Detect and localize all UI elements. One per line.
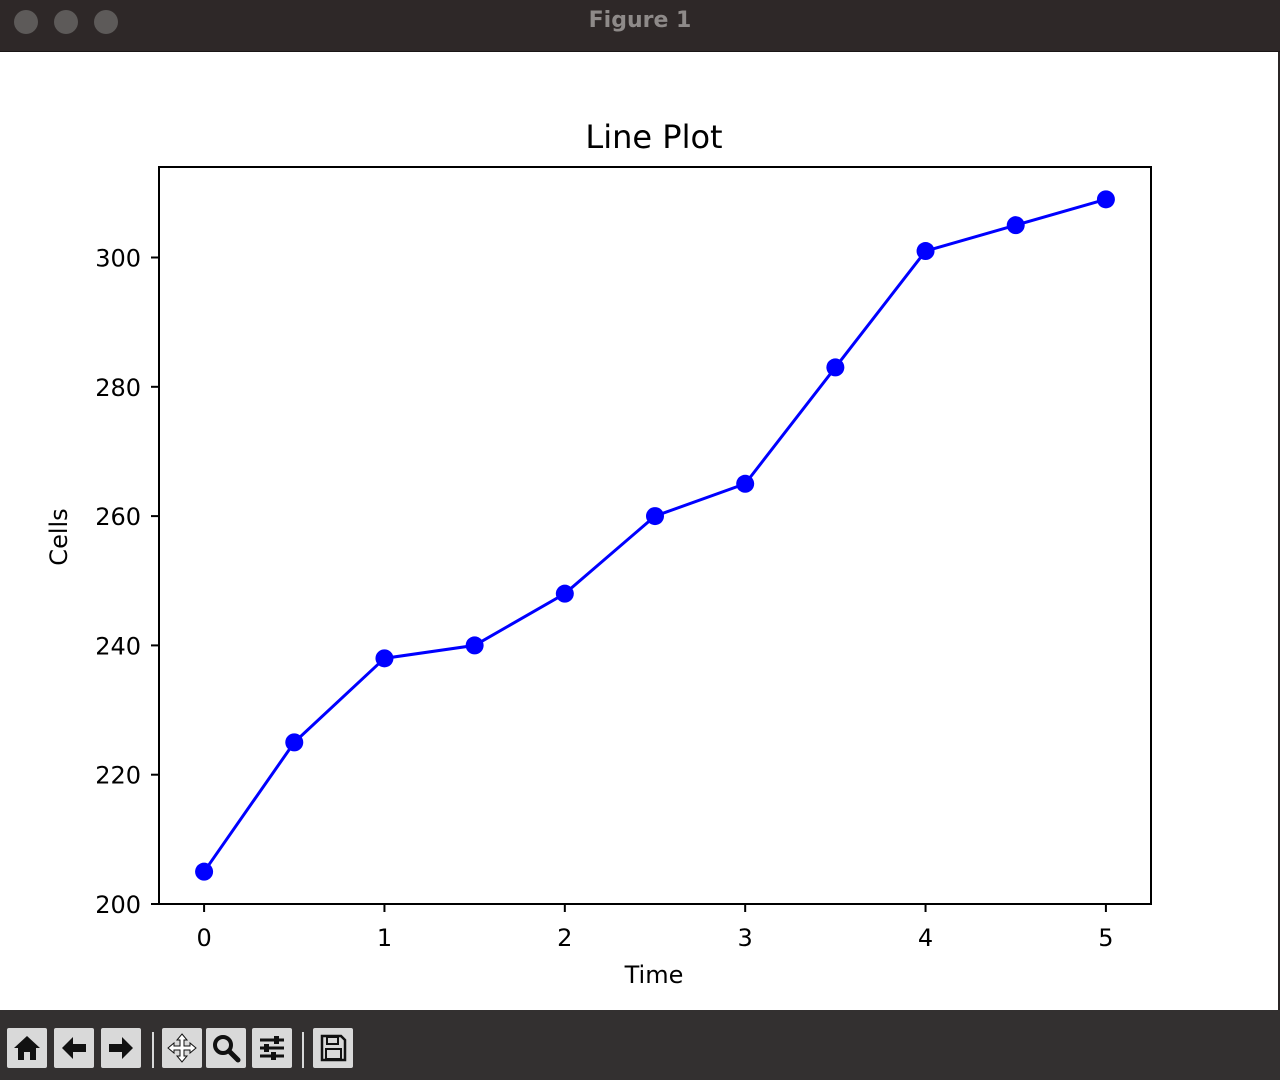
data-point-marker (916, 242, 935, 261)
x-tick-label: 4 (918, 924, 933, 952)
chart-title: Line Plot (585, 118, 722, 156)
data-point-marker (826, 358, 845, 377)
navigation-toolbar (0, 1010, 1280, 1080)
home-icon (14, 1036, 40, 1060)
series-markers (195, 190, 1115, 881)
data-point-marker (465, 636, 484, 655)
x-axis: 0 1 2 3 4 5 (196, 904, 1114, 952)
x-tick-label: 2 (557, 924, 572, 952)
data-point-marker (375, 649, 394, 668)
data-point-marker (1006, 216, 1025, 235)
y-tick-label: 280 (95, 374, 141, 402)
series-line (202, 197, 1107, 873)
close-window-button[interactable] (14, 10, 38, 34)
configure-subplots-icon (260, 1036, 284, 1060)
pan-button[interactable] (162, 1028, 202, 1068)
y-tick-label: 240 (95, 632, 141, 660)
forward-arrow-icon (109, 1037, 133, 1059)
x-tick-label: 5 (1098, 924, 1113, 952)
back-button[interactable] (54, 1028, 94, 1068)
data-point-marker (285, 733, 304, 752)
data-point-marker (646, 507, 664, 526)
x-tick-label: 3 (738, 924, 753, 952)
y-tick-label: 200 (95, 891, 141, 919)
back-arrow-icon (62, 1037, 86, 1059)
series-line-group (202, 197, 1107, 873)
data-point-marker (736, 474, 755, 493)
configure-subplots-button[interactable] (252, 1028, 292, 1068)
forward-button[interactable] (101, 1028, 141, 1068)
y-tick-label: 300 (95, 245, 141, 273)
toolbar-separator (302, 1032, 304, 1068)
y-tick-label: 220 (95, 762, 141, 790)
toolbar-separator (152, 1032, 154, 1068)
data-point-marker (195, 862, 214, 881)
window-title: Figure 1 (588, 8, 692, 33)
save-icon (320, 1034, 347, 1062)
axes-frame (158, 166, 1152, 905)
y-axis: 200 220 240 260 280 300 (95, 245, 159, 919)
home-button[interactable] (7, 1028, 47, 1068)
pan-icon (167, 1033, 197, 1063)
y-tick-label: 260 (95, 503, 141, 531)
x-axis-label: Time (624, 961, 684, 989)
zoom-button[interactable] (206, 1028, 246, 1068)
figure-canvas: Line Plot 200 220 240 260 280 300 0 1 2 3 4 5 Time… (0, 52, 1278, 1010)
window-titlebar: Figure 1 (0, 0, 1280, 52)
maximize-window-button[interactable] (94, 10, 118, 34)
y-axis-label: Cells (45, 508, 73, 565)
x-tick-label: 1 (377, 924, 392, 952)
save-button[interactable] (313, 1028, 353, 1068)
minimize-window-button[interactable] (54, 10, 78, 34)
zoom-icon (213, 1035, 241, 1063)
x-tick-label: 0 (196, 924, 211, 952)
line-chart: Line Plot 200 220 240 260 280 300 0 1 2 3 4 5 Time… (45, 118, 1152, 989)
data-point-marker (1096, 190, 1115, 209)
data-point-marker (555, 584, 574, 603)
